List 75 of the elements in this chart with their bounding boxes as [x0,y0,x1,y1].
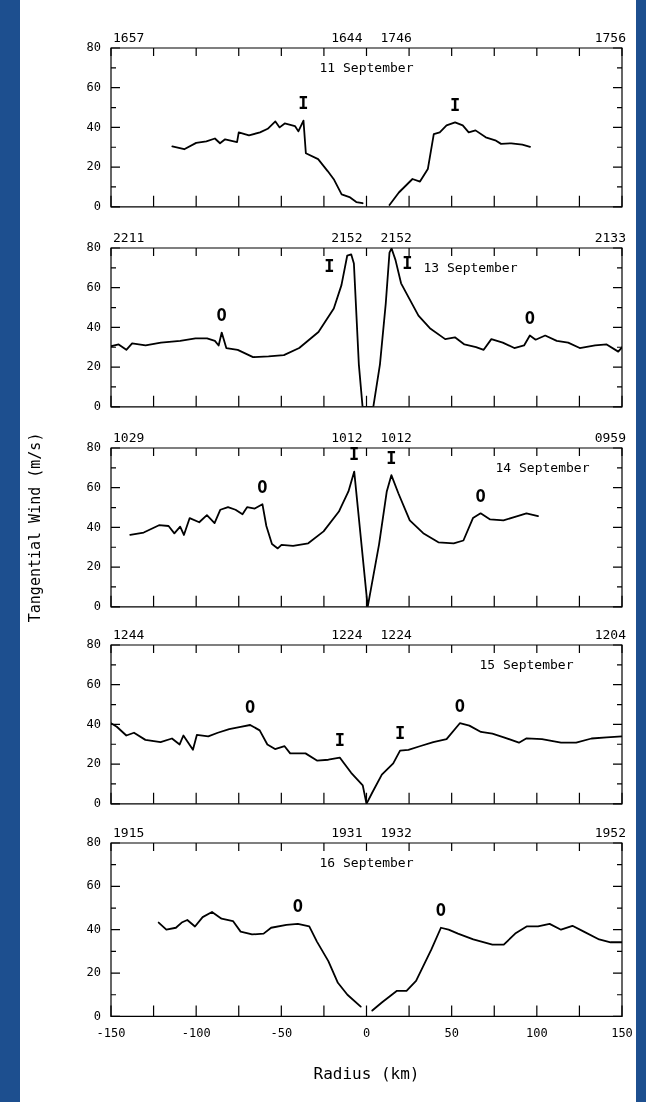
y-tick-label: 40 [86,519,101,534]
text: 1204 [594,626,627,642]
y-tick-label: 20 [86,559,101,574]
text: 1244 [113,626,145,642]
x-tick-label: 0 [362,1025,371,1040]
annotation: I [324,255,335,276]
annotation: O [245,697,256,718]
x-tick-label: -150 [96,1025,126,1040]
text: 2152 [380,229,412,245]
y-tick-label: 40 [86,921,101,936]
x-tick-label: -100 [181,1025,211,1040]
x-tick-label: 100 [525,1025,548,1040]
y-tick-label: 40 [86,319,101,334]
x-tick-label: 50 [444,1025,459,1040]
text: 1756 [594,29,626,45]
text: 1952 [594,824,626,840]
y-tick-label: 40 [86,119,101,134]
text: 1012 [380,429,412,445]
text: 1932 [380,824,412,840]
annotation: O [524,307,535,328]
annotation: I [298,93,309,114]
y-tick-label: 80 [86,835,101,850]
annotation: O [454,695,465,716]
annotation: O [292,896,303,917]
y-tick-label: 0 [93,795,101,810]
text: 2133 [594,229,626,245]
text: 11 September [319,59,414,75]
text: 2152 [331,229,363,245]
text: 1224 [331,626,363,642]
y-tick-label: 20 [86,159,101,174]
y-tick-label: 80 [86,440,101,455]
y-tick-label: 60 [86,479,101,494]
annotation: O [435,900,447,921]
text: 15 September [479,656,574,672]
x-tick-label: 150 [611,1025,633,1040]
text: 1644 [331,29,363,45]
annotation: I [349,444,360,465]
text: 1224 [380,626,412,642]
annotation: O [257,476,268,497]
y-tick-label: 60 [86,676,101,691]
y-tick-label: 0 [93,598,101,613]
y-tick-label: 0 [93,398,101,413]
y-tick-label: 0 [93,198,101,213]
y-tick-label: 20 [86,965,101,980]
text: 1657 [113,29,145,45]
y-tick-label: 80 [86,637,101,652]
x-tick-label: -50 [270,1025,293,1040]
x-axis-title: Radius (km) [313,1063,420,1083]
y-tick-label: 40 [86,716,101,731]
annotation: I [386,447,397,468]
text: 1029 [113,429,145,445]
text: 1746 [380,29,412,45]
annotation: I [402,252,413,273]
y-tick-label: 0 [93,1008,101,1023]
y-tick-label: 20 [86,756,101,771]
y-tick-label: 60 [86,279,101,294]
y-tick-label: 60 [86,878,101,893]
text: 2211 [113,229,145,245]
y-tick-label: 80 [86,240,101,255]
annotation: O [216,304,227,325]
y-tick-label: 20 [86,359,101,374]
annotation: I [334,729,345,750]
text: 1931 [331,824,363,840]
annotation: I [449,94,461,115]
text: 0959 [594,429,626,445]
y-tick-label: 60 [86,79,101,94]
y-axis-title: Tangential Wind (m/s) [25,432,44,623]
text: 1012 [331,429,363,445]
annotation: O [475,485,486,506]
text: 16 September [319,854,414,870]
text: 1915 [113,824,145,840]
text: 13 September [423,259,518,275]
y-tick-label: 80 [86,40,101,55]
text: 14 September [495,459,590,475]
annotation: I [394,723,406,744]
